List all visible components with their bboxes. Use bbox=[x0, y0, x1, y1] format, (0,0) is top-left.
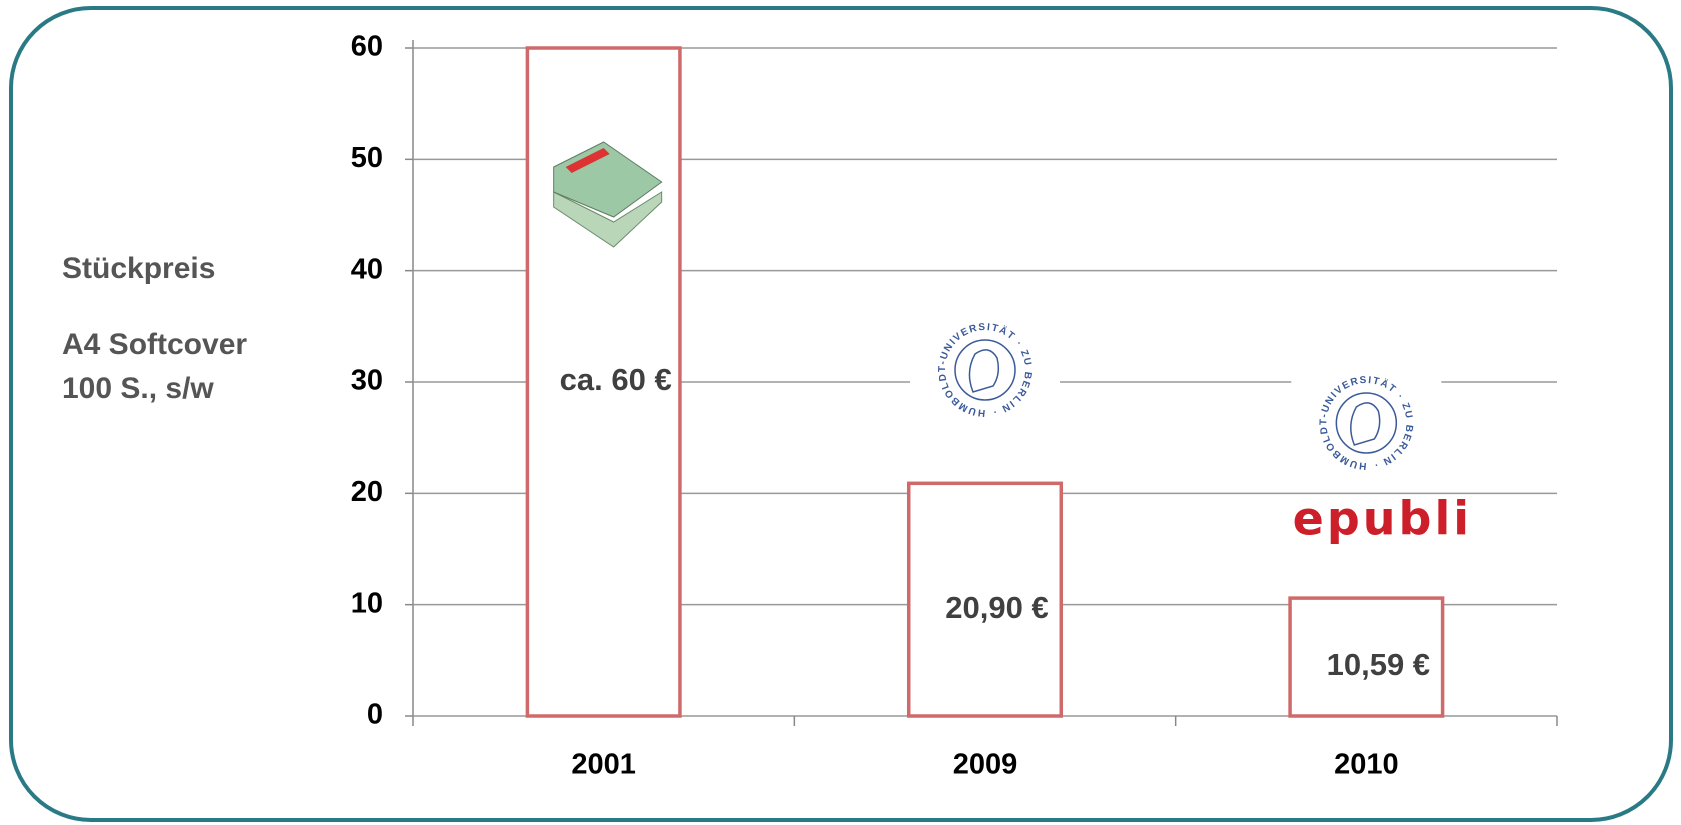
y-tick-label: 30 bbox=[351, 365, 383, 397]
value-label: 20,90 € bbox=[945, 590, 1048, 625]
y-label: 100 S., s/w bbox=[62, 372, 214, 405]
page: Stückpreis A4 Softcover 100 S., s/w HUMB… bbox=[0, 0, 1681, 825]
y-label: Stückpreis bbox=[62, 252, 215, 285]
x-tick-label: 2009 bbox=[953, 749, 1018, 781]
annotation: epubli bbox=[1293, 492, 1472, 546]
y-tick-label: 50 bbox=[351, 142, 383, 174]
value-label: 10,59 € bbox=[1327, 647, 1430, 682]
y-tick-label: 0 bbox=[367, 699, 383, 731]
x-tick-label: 2010 bbox=[1334, 749, 1399, 781]
university-seal: HUMBOLDT-UNIVERSITÄT · ZU BERLIN · bbox=[910, 305, 1060, 435]
y-tick-label: 40 bbox=[351, 253, 383, 285]
y-tick-label: 60 bbox=[351, 31, 383, 63]
chart: Stückpreis A4 Softcover 100 S., s/w HUMB… bbox=[0, 0, 1681, 825]
university-seal: HUMBOLDT-UNIVERSITÄT · ZU BERLIN · bbox=[1291, 358, 1441, 488]
x-tick-label: 2001 bbox=[571, 749, 636, 781]
y-tick-label: 10 bbox=[351, 587, 383, 619]
value-label: ca. 60 € bbox=[560, 362, 672, 397]
y-tick-label: 20 bbox=[351, 476, 383, 508]
y-label: A4 Softcover bbox=[62, 328, 247, 361]
